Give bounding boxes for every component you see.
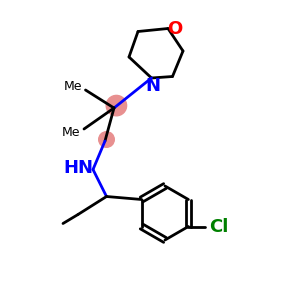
Circle shape: [99, 132, 114, 147]
Text: O: O: [167, 20, 182, 38]
Text: Cl: Cl: [209, 218, 228, 236]
Text: Me: Me: [64, 80, 82, 94]
Text: Me: Me: [62, 126, 81, 139]
Circle shape: [106, 95, 127, 116]
Text: HN: HN: [63, 159, 93, 177]
Text: N: N: [146, 77, 160, 95]
